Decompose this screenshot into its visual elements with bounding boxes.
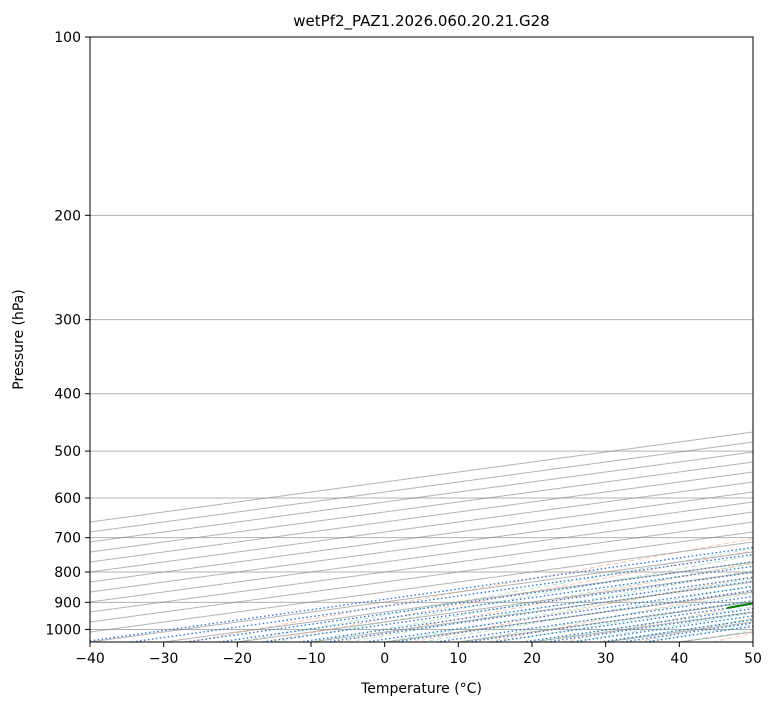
y-tick-label: 300 <box>54 313 81 329</box>
moist-adiabat-line <box>237 548 753 642</box>
y-axis-label: Pressure (hPa) <box>11 289 27 389</box>
isotherm-line <box>90 491 753 583</box>
x-tick-label: 30 <box>597 651 615 667</box>
y-tick-label: 500 <box>54 444 81 460</box>
isotherm-line <box>90 481 753 573</box>
y-tick-label: 600 <box>54 491 81 507</box>
isotherm-line <box>90 531 753 623</box>
y-tick-label: 700 <box>54 531 81 547</box>
x-tick-label: 10 <box>449 651 467 667</box>
x-tick-label: −20 <box>223 651 253 667</box>
plot-frame <box>89 36 754 643</box>
dry-adiabat-line <box>338 562 753 642</box>
x-tick-label: 20 <box>523 651 541 667</box>
mixing-ratio-line <box>90 546 753 642</box>
mixing-ratio-line <box>365 585 753 642</box>
isotherm-line <box>90 451 753 543</box>
y-tick-label: 1000 <box>45 622 81 638</box>
x-tick-label: −30 <box>149 651 179 667</box>
x-tick-label: 50 <box>744 651 762 667</box>
isobar-gridlines <box>90 37 753 630</box>
x-tick-label: −40 <box>75 651 105 667</box>
mixing-ratio-line <box>325 580 753 642</box>
x-tick-label: −10 <box>296 651 326 667</box>
chart-title: wetPf2_PAZ1.2026.060.20.21.G28 <box>293 12 549 31</box>
isotherm-line <box>90 461 753 553</box>
y-tick-label: 400 <box>54 387 81 403</box>
moist-adiabat-line <box>347 569 753 642</box>
isotherms <box>90 431 753 642</box>
x-tick-label: 0 <box>380 651 389 667</box>
isotherm-line <box>90 501 753 593</box>
plot-content: -100-90-80-70-60-50-40-30-20-10010203040… <box>90 37 753 642</box>
moist-adiabats <box>237 548 753 642</box>
y-tick-label: 900 <box>54 595 81 611</box>
y-tick-label: 800 <box>54 565 81 581</box>
moist-adiabat-line <box>421 585 753 642</box>
isotherm-line <box>90 521 753 613</box>
dry-adiabat-line <box>412 575 753 642</box>
x-tick-label: 40 <box>670 651 688 667</box>
moist-adiabat-line <box>458 592 753 642</box>
y-tick-label: 200 <box>54 208 81 224</box>
isotherm-line <box>90 511 753 603</box>
y-tick-label: 100 <box>54 30 81 46</box>
x-axis-label: Temperature (°C) <box>360 681 482 697</box>
isotherm-line <box>90 471 753 563</box>
dry-adiabat-line <box>487 589 753 642</box>
plot-area <box>90 37 753 642</box>
axes: −40 −30 −20 −10 0 10 20 30 40 50 100 200 300 400 500 60… <box>45 30 762 667</box>
